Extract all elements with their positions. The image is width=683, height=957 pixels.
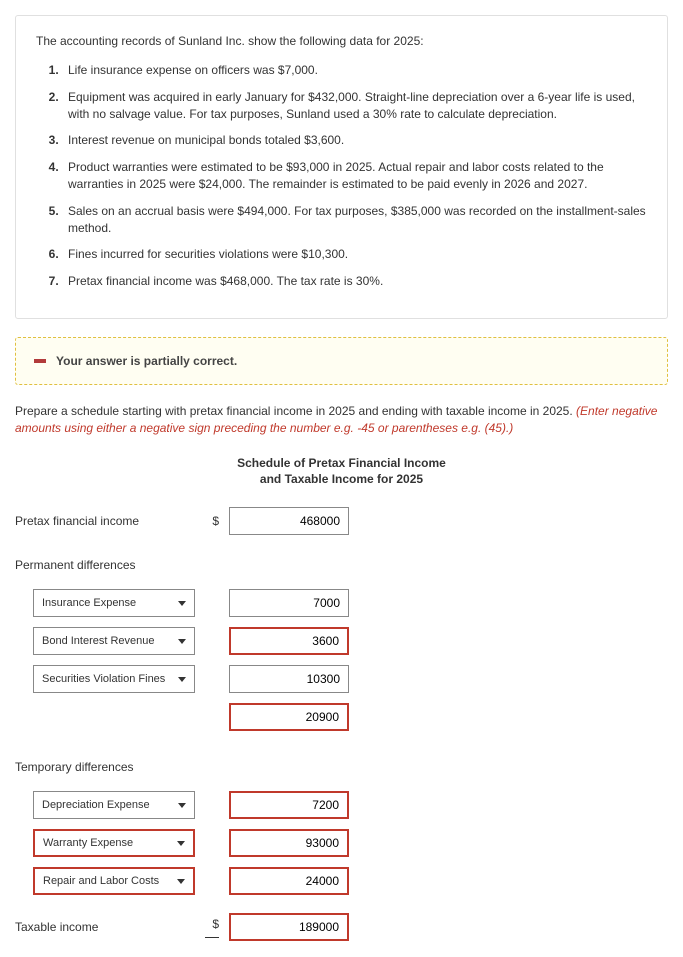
schedule-row: Insurance Expense bbox=[15, 588, 668, 618]
chevron-down-icon bbox=[178, 639, 186, 644]
minus-icon bbox=[34, 359, 46, 363]
value-input[interactable] bbox=[229, 703, 349, 731]
label-select[interactable]: Insurance Expense bbox=[33, 589, 195, 617]
label-select-text: Insurance Expense bbox=[42, 597, 136, 609]
fact-item: Interest revenue on municipal bonds tota… bbox=[62, 132, 647, 149]
schedule-row: Permanent differences bbox=[15, 550, 668, 580]
question-panel: The accounting records of Sunland Inc. s… bbox=[15, 15, 668, 319]
dollar-sign: $ bbox=[205, 917, 219, 938]
label-select[interactable]: Warranty Expense bbox=[33, 829, 195, 857]
question-intro: The accounting records of Sunland Inc. s… bbox=[36, 34, 647, 48]
label-select[interactable]: Bond Interest Revenue bbox=[33, 627, 195, 655]
fact-item: Fines incurred for securities violations… bbox=[62, 246, 647, 263]
value-input[interactable] bbox=[229, 791, 349, 819]
chevron-down-icon bbox=[178, 677, 186, 682]
schedule-row: Pretax financial income $ bbox=[15, 506, 668, 536]
value-input[interactable] bbox=[229, 589, 349, 617]
schedule-title-line2: and Taxable Income for 2025 bbox=[212, 471, 472, 488]
label-select-text: Warranty Expense bbox=[43, 837, 133, 849]
row-label-wrap: Bond Interest Revenue bbox=[15, 627, 195, 655]
feedback-banner: Your answer is partially correct. bbox=[15, 337, 668, 385]
value-input[interactable] bbox=[229, 627, 349, 655]
row-label-wrap: Warranty Expense bbox=[15, 829, 195, 857]
label-select[interactable]: Securities Violation Fines bbox=[33, 665, 195, 693]
schedule-row: Securities Violation Fines bbox=[15, 664, 668, 694]
value-input[interactable] bbox=[229, 913, 349, 941]
value-input[interactable] bbox=[229, 665, 349, 693]
row-label-wrap: Repair and Labor Costs bbox=[15, 867, 195, 895]
fact-item: Sales on an accrual basis were $494,000.… bbox=[62, 203, 647, 237]
value-input[interactable] bbox=[229, 829, 349, 857]
label-select-text: Securities Violation Fines bbox=[42, 673, 165, 685]
row-label-wrap: Depreciation Expense bbox=[15, 791, 195, 819]
schedule-row: Warranty Expense bbox=[15, 828, 668, 858]
value-input[interactable] bbox=[229, 507, 349, 535]
chevron-down-icon bbox=[178, 803, 186, 808]
row-label-wrap: Insurance Expense bbox=[15, 589, 195, 617]
instructions-block: Prepare a schedule starting with pretax … bbox=[15, 403, 668, 437]
fact-item: Equipment was acquired in early January … bbox=[62, 89, 647, 123]
facts-list: Life insurance expense on officers was $… bbox=[36, 62, 647, 290]
schedule-row: Bond Interest Revenue bbox=[15, 626, 668, 656]
label-select-text: Repair and Labor Costs bbox=[43, 875, 159, 887]
chevron-down-icon bbox=[177, 879, 185, 884]
dollar-sign: $ bbox=[205, 514, 219, 528]
feedback-text: Your answer is partially correct. bbox=[56, 354, 237, 368]
row-label bbox=[15, 711, 195, 723]
label-select-text: Depreciation Expense bbox=[42, 799, 150, 811]
instructions-text: Prepare a schedule starting with pretax … bbox=[15, 404, 573, 418]
schedule-row: Taxable income $ bbox=[15, 912, 668, 942]
label-select[interactable]: Depreciation Expense bbox=[33, 791, 195, 819]
fact-item: Product warranties were estimated to be … bbox=[62, 159, 647, 193]
schedule-title-line1: Schedule of Pretax Financial Income bbox=[212, 455, 472, 472]
total-wrapper bbox=[229, 913, 349, 941]
row-label: Pretax financial income bbox=[15, 508, 195, 534]
schedule-table: Pretax financial income $ Permanent differ… bbox=[15, 506, 668, 942]
schedule-row bbox=[15, 702, 668, 732]
schedule-row: Depreciation Expense bbox=[15, 790, 668, 820]
row-label: Permanent differences bbox=[15, 552, 195, 578]
row-label: Taxable income bbox=[15, 914, 195, 940]
value-input[interactable] bbox=[229, 867, 349, 895]
chevron-down-icon bbox=[178, 601, 186, 606]
schedule-row: Repair and Labor Costs bbox=[15, 866, 668, 896]
schedule-title: Schedule of Pretax Financial Income and … bbox=[212, 455, 472, 489]
chevron-down-icon bbox=[177, 841, 185, 846]
label-select[interactable]: Repair and Labor Costs bbox=[33, 867, 195, 895]
fact-item: Pretax financial income was $468,000. Th… bbox=[62, 273, 647, 290]
label-select-text: Bond Interest Revenue bbox=[42, 635, 155, 647]
row-label-wrap: Securities Violation Fines bbox=[15, 665, 195, 693]
row-label: Temporary differences bbox=[15, 754, 195, 780]
fact-item: Life insurance expense on officers was $… bbox=[62, 62, 647, 79]
schedule-row: Temporary differences bbox=[15, 752, 668, 782]
